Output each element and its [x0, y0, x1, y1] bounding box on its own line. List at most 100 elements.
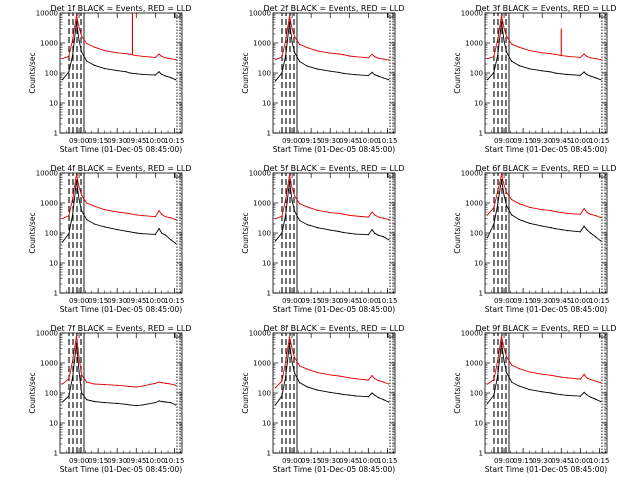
series-events-point [291, 41, 293, 43]
y-tick-label: 1000 [40, 200, 58, 208]
series-events-point [583, 225, 585, 227]
y-axis-label: Counts/sec [28, 52, 37, 93]
series-lld-point [511, 198, 513, 201]
x-tick-label: 09:00 [69, 297, 89, 305]
y-tick-label: 1 [54, 130, 58, 138]
series-lld-point [175, 58, 177, 61]
series-lld-point [288, 15, 291, 17]
x-tick-label: 10:00 [145, 297, 165, 305]
series-events-point [493, 71, 495, 73]
series-events-point [281, 395, 283, 397]
series-lld-point [586, 377, 588, 379]
series-events-point [175, 79, 177, 81]
series-lld-point [348, 377, 350, 379]
x-tick-label: 09:15 [513, 297, 533, 305]
chart-title: Det 5f BLACK = Events, RED = LLD [263, 164, 404, 173]
series-events-point [506, 51, 508, 53]
x-tick-label: 09:45 [339, 137, 359, 145]
series-events-point [367, 234, 369, 236]
y-tick-label: 1 [479, 450, 483, 458]
y-axis-label: Counts/sec [28, 212, 37, 253]
series-events-point [511, 381, 513, 383]
series-lld-point [103, 384, 106, 386]
series-events-point [72, 54, 74, 56]
x-tick-label: 09:45 [551, 457, 571, 465]
series-events-point [579, 74, 581, 76]
series-events-point [371, 392, 373, 394]
series-events-point [560, 73, 562, 75]
series-lld-point [377, 379, 380, 382]
series-lld-point [81, 35, 83, 37]
series-lld-point [329, 211, 331, 214]
x-tick-label: 10:15 [164, 457, 184, 465]
series-events-point [306, 386, 308, 388]
series-events-point [93, 223, 95, 225]
chart-title: Det 1f BLACK = Events, RED = LLD [50, 4, 191, 13]
series-events-point [348, 73, 350, 75]
series-lld-point [291, 187, 293, 189]
series-lld-point [579, 56, 581, 59]
series-events-point [493, 394, 495, 396]
series-lld-point [338, 53, 340, 55]
series-events-point [550, 71, 552, 73]
series-events-point [142, 404, 144, 406]
series-events-point [164, 75, 167, 77]
series-events-point [367, 74, 369, 77]
series-events-point [348, 232, 350, 234]
series-lld-point [367, 57, 369, 59]
series-events-point [285, 376, 287, 378]
series-lld-point [567, 55, 569, 57]
series-events-point [294, 372, 296, 375]
series-lld-point [61, 383, 64, 385]
series-events-point [506, 205, 508, 207]
y-axis-label: Counts/sec [453, 212, 462, 253]
series-events-point [338, 393, 340, 395]
x-tick-label: 10:00 [358, 137, 378, 145]
series-events-point [86, 399, 88, 401]
series-lld-point [511, 364, 513, 366]
state-marker [174, 173, 181, 178]
series-lld-point [291, 348, 293, 350]
series-lld-line [275, 175, 389, 221]
plot-frame [272, 172, 396, 294]
y-tick-label: 1000 [40, 360, 58, 368]
series-events-point [586, 73, 588, 76]
chart-title: Det 3f BLACK = Events, RED = LLD [475, 4, 616, 13]
y-tick-label: 10 [49, 100, 58, 108]
series-lld-point [285, 198, 287, 201]
series-events-point [135, 73, 137, 75]
series-lld-point [306, 47, 308, 49]
series-lld-point [294, 357, 296, 359]
x-axis-label: Start Time (01-Dec-05 08:45:00) [485, 305, 607, 314]
series-events-point [61, 241, 64, 243]
chart-panel-3: Det 3f BLACK = Events, RED = LLD 1 10 100 10… [453, 4, 617, 154]
series-events-point [503, 360, 505, 362]
series-lld-point [600, 216, 602, 219]
chart-title: Det 6f BLACK = Events, RED = LLD [475, 164, 616, 173]
series-lld-point [164, 216, 167, 218]
series-lld-point [594, 215, 597, 217]
series-events-point [503, 194, 505, 196]
series-lld-point [291, 28, 293, 30]
x-tick-label: 09:15 [88, 297, 108, 305]
series-lld-point [294, 195, 296, 197]
series-lld-point [371, 53, 373, 55]
series-events-point [589, 75, 592, 77]
x-tick-label: 10:00 [358, 297, 378, 305]
series-lld-point [486, 214, 489, 216]
series-events-point [175, 242, 177, 245]
y-tick-label: 10000 [249, 170, 271, 178]
series-events-point [586, 228, 588, 231]
series-events-point [61, 401, 64, 403]
y-tick-label: 10 [262, 420, 271, 428]
series-events-point [500, 179, 503, 181]
series-lld-point [503, 347, 505, 349]
x-tick-label: 10:15 [377, 137, 397, 145]
x-tick-label: 09:00 [494, 457, 514, 465]
series-lld-point [116, 384, 118, 386]
series-events-point [355, 74, 357, 76]
series-events-point [299, 219, 301, 222]
series-lld-point [161, 55, 163, 57]
series-events-point [299, 60, 301, 63]
series-lld-point [486, 58, 489, 60]
